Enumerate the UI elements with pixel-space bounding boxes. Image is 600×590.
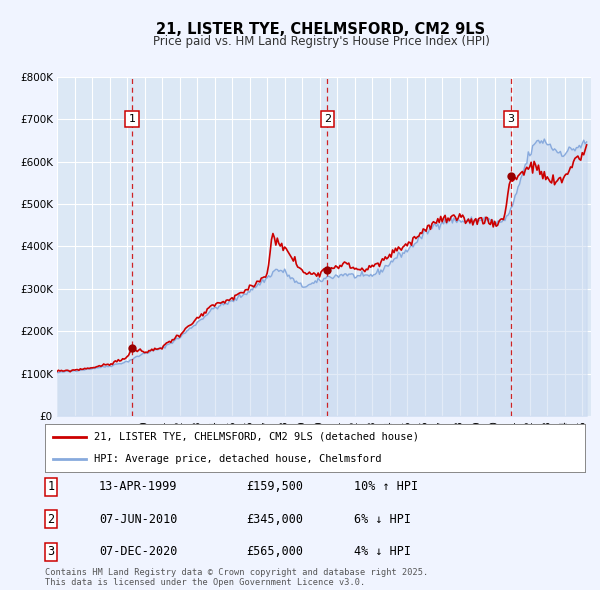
Text: 3: 3	[47, 545, 55, 558]
Text: 21, LISTER TYE, CHELMSFORD, CM2 9LS: 21, LISTER TYE, CHELMSFORD, CM2 9LS	[157, 22, 485, 37]
Text: £565,000: £565,000	[246, 545, 303, 558]
Text: Price paid vs. HM Land Registry's House Price Index (HPI): Price paid vs. HM Land Registry's House …	[152, 35, 490, 48]
Text: 4% ↓ HPI: 4% ↓ HPI	[354, 545, 411, 558]
Text: £345,000: £345,000	[246, 513, 303, 526]
Text: 07-DEC-2020: 07-DEC-2020	[99, 545, 178, 558]
Text: Contains HM Land Registry data © Crown copyright and database right 2025.
This d: Contains HM Land Registry data © Crown c…	[45, 568, 428, 587]
Text: 10% ↑ HPI: 10% ↑ HPI	[354, 480, 418, 493]
Text: £159,500: £159,500	[246, 480, 303, 493]
Text: 07-JUN-2010: 07-JUN-2010	[99, 513, 178, 526]
Text: 3: 3	[508, 114, 514, 124]
Text: 6% ↓ HPI: 6% ↓ HPI	[354, 513, 411, 526]
Text: 21, LISTER TYE, CHELMSFORD, CM2 9LS (detached house): 21, LISTER TYE, CHELMSFORD, CM2 9LS (det…	[94, 432, 419, 442]
Text: 1: 1	[128, 114, 136, 124]
Text: 1: 1	[47, 480, 55, 493]
Text: 2: 2	[47, 513, 55, 526]
Text: HPI: Average price, detached house, Chelmsford: HPI: Average price, detached house, Chel…	[94, 454, 381, 464]
Text: 2: 2	[324, 114, 331, 124]
Text: 13-APR-1999: 13-APR-1999	[99, 480, 178, 493]
